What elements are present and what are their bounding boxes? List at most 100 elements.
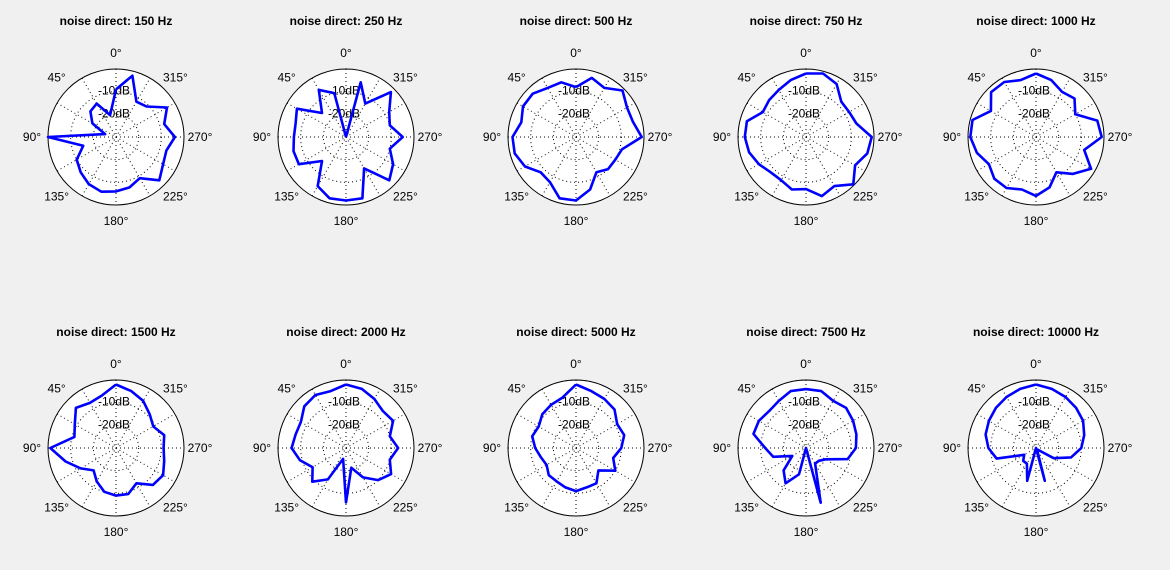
angle-tick-label: 45° xyxy=(968,71,986,85)
angle-tick-label: 270° xyxy=(648,441,673,455)
angle-tick-label: 270° xyxy=(188,441,213,455)
angle-tick-label: 135° xyxy=(44,189,69,203)
angle-tick-label: 135° xyxy=(274,189,299,203)
angle-tick-label: 90° xyxy=(713,130,731,144)
grid-ring xyxy=(552,113,600,161)
angle-tick-label: 270° xyxy=(1108,441,1133,455)
directivity-trace xyxy=(290,383,400,504)
angle-tick-label: 315° xyxy=(393,71,418,85)
angle-tick-label: 225° xyxy=(853,500,878,514)
angle-tick-label: 225° xyxy=(1083,189,1108,203)
radial-tick-label: -20dB xyxy=(558,106,590,120)
directivity-trace xyxy=(511,76,643,202)
grid-spoke xyxy=(1001,77,1071,197)
directivity-trace xyxy=(752,387,858,504)
radial-tick-label: -20dB xyxy=(328,417,360,431)
angle-tick-label: 225° xyxy=(393,500,418,514)
angle-tick-label: 135° xyxy=(504,189,529,203)
angle-tick-label: 45° xyxy=(738,382,756,396)
angle-tick-label: 0° xyxy=(340,357,352,371)
grid-ring xyxy=(530,91,622,183)
angle-tick-label: 0° xyxy=(570,357,582,371)
plot-title: noise direct: 150 Hz xyxy=(60,14,173,28)
angle-tick-label: 180° xyxy=(1024,525,1049,539)
directivity-trace xyxy=(530,383,626,493)
polar-plot: noise direct: 1000 Hz 0° 45° 90° 135° 180° 225… xyxy=(943,14,1133,228)
angle-tick-label: 270° xyxy=(1108,130,1133,144)
angle-tick-label: 315° xyxy=(393,382,418,396)
angle-tick-label: 315° xyxy=(853,71,878,85)
angle-tick-label: 180° xyxy=(334,214,359,228)
plot-title: noise direct: 500 Hz xyxy=(520,14,633,28)
angle-tick-label: 180° xyxy=(794,525,819,539)
angle-tick-label: 90° xyxy=(943,441,961,455)
grid-ring xyxy=(782,113,830,161)
grid-ring xyxy=(322,113,370,161)
grid-ring xyxy=(70,91,162,183)
grid-ring xyxy=(990,91,1082,183)
angle-tick-label: 135° xyxy=(504,500,529,514)
angle-tick-label: 45° xyxy=(738,71,756,85)
angle-tick-label: 0° xyxy=(800,46,812,60)
radial-tick-label: -20dB xyxy=(788,106,820,120)
angle-tick-label: 270° xyxy=(418,441,443,455)
radial-tick-label: -10dB xyxy=(328,395,360,409)
angle-tick-label: 315° xyxy=(853,382,878,396)
radial-tick-label: -10dB xyxy=(788,84,820,98)
grid-ring xyxy=(552,424,600,472)
angle-tick-label: 180° xyxy=(564,214,589,228)
angle-tick-label: 180° xyxy=(334,525,359,539)
plot-title: noise direct: 1000 Hz xyxy=(976,14,1095,28)
polar-plot: noise direct: 250 Hz 0° 45° 90° 135° 180° 225°… xyxy=(253,14,443,228)
angle-tick-label: 90° xyxy=(483,130,501,144)
radial-tick-label: -10dB xyxy=(98,395,130,409)
radial-tick-label: -10dB xyxy=(558,84,590,98)
angle-tick-label: 135° xyxy=(734,500,759,514)
grid-spoke xyxy=(311,388,381,508)
angle-tick-label: 45° xyxy=(968,382,986,396)
directivity-trace xyxy=(46,74,177,193)
angle-tick-label: 0° xyxy=(1030,46,1042,60)
grid-ring xyxy=(92,424,140,472)
directivity-trace xyxy=(49,383,166,497)
directivity-trace xyxy=(292,81,404,202)
angle-tick-label: 45° xyxy=(508,71,526,85)
directivity-trace xyxy=(743,72,873,198)
angle-tick-label: 225° xyxy=(853,189,878,203)
angle-tick-label: 315° xyxy=(1083,71,1108,85)
polar-plot: noise direct: 150 Hz 0° 45° 90° 135° 180° 225°… xyxy=(23,14,213,228)
plot-title: noise direct: 10000 Hz xyxy=(973,325,1099,339)
angle-tick-label: 315° xyxy=(163,71,188,85)
angle-tick-label: 315° xyxy=(623,382,648,396)
polar-plot: noise direct: 2000 Hz 0° 45° 90° 135° 180° 225… xyxy=(253,325,443,539)
radial-tick-label: -20dB xyxy=(1018,417,1050,431)
plot-title: noise direct: 5000 Hz xyxy=(516,325,635,339)
angle-tick-label: 225° xyxy=(393,189,418,203)
grid-ring xyxy=(300,91,392,183)
radial-tick-label: -20dB xyxy=(788,417,820,431)
grid-spoke xyxy=(771,77,841,197)
angle-tick-label: 90° xyxy=(483,441,501,455)
angle-tick-label: 135° xyxy=(734,189,759,203)
directivity-trace xyxy=(969,72,1103,198)
angle-tick-label: 0° xyxy=(1030,357,1042,371)
grid-spoke xyxy=(541,77,611,197)
angle-tick-label: 90° xyxy=(713,441,731,455)
plot-title: noise direct: 7500 Hz xyxy=(746,325,865,339)
polar-plot: noise direct: 750 Hz 0° 45° 90° 135° 180° 225°… xyxy=(713,14,903,228)
polar-plot: noise direct: 5000 Hz 0° 45° 90° 135° 180° 225… xyxy=(483,325,673,539)
grid-ring xyxy=(322,424,370,472)
angle-tick-label: 135° xyxy=(274,500,299,514)
angle-tick-label: 90° xyxy=(23,441,41,455)
angle-tick-label: 45° xyxy=(48,382,66,396)
angle-tick-label: 225° xyxy=(623,189,648,203)
radial-tick-label: -10dB xyxy=(1018,84,1050,98)
angle-tick-label: 0° xyxy=(800,357,812,371)
angle-tick-label: 45° xyxy=(278,71,296,85)
angle-tick-label: 315° xyxy=(163,382,188,396)
angle-tick-label: 225° xyxy=(1083,500,1108,514)
angle-tick-label: 270° xyxy=(878,130,903,144)
polar-plot: noise direct: 500 Hz 0° 45° 90° 135° 180° 225°… xyxy=(483,14,673,228)
polar-plot: noise direct: 7500 Hz 0° 45° 90° 135° 180° 225… xyxy=(713,325,903,539)
radial-tick-label: -20dB xyxy=(1018,106,1050,120)
